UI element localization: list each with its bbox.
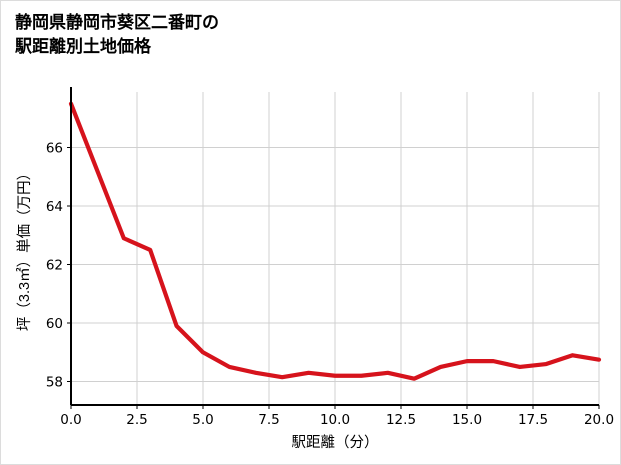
y-tick-label: 62 [46,258,63,274]
x-axis-ticks: 0.0 2.5 5.0 7.5 10.0 12.5 15.0 17.5 20.0 [60,405,614,428]
y-axis-ticks: 58 60 62 64 66 [46,141,71,391]
x-tick-label: 10.0 [320,412,350,428]
x-tick-label: 7.5 [258,412,279,428]
y-tick-label: 60 [46,316,63,332]
x-tick-label: 5.0 [192,412,213,428]
x-axis-title: 駅距離（分） [292,433,379,451]
price-line-series [68,101,602,381]
page-title: 静岡県静岡市葵区二番町の 駅距離別土地価格 [15,13,219,57]
y-tick-label: 64 [46,199,63,215]
y-tick-label: 58 [46,375,63,391]
x-tick-label: 0.0 [60,412,81,428]
axis-spines [69,87,599,407]
x-tick-label: 12.5 [386,412,416,428]
x-tick-label: 17.5 [518,412,548,428]
x-tick-label: 2.5 [126,412,147,428]
y-tick-label: 66 [46,141,63,157]
y-axis-title: 坪（3.3㎡）単価（万円） [16,166,33,331]
x-tick-label: 15.0 [452,412,482,428]
x-tick-label: 20.0 [584,412,614,428]
